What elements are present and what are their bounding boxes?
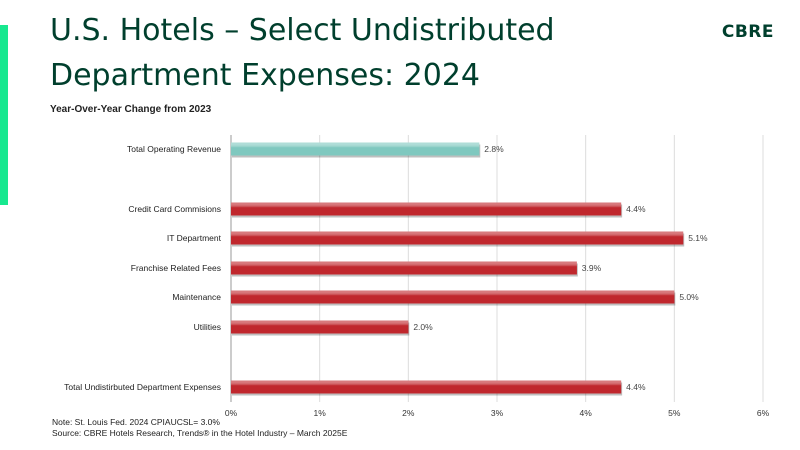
bar-highlight <box>231 231 684 245</box>
chart-subtitle: Year-Over-Year Change from 2023 <box>50 104 212 115</box>
data-label: 4.4% <box>626 204 646 214</box>
accent-bar <box>0 25 8 205</box>
category-label: Total Undistirbuted Department Expenses <box>64 382 221 392</box>
footnotes: Note: St. Louis Fed. 2024 CPIAUCSL= 3.0%… <box>52 417 347 439</box>
category-label: Total Operating Revenue <box>127 144 221 154</box>
note-text: Note: St. Louis Fed. 2024 CPIAUCSL= 3.0% <box>52 417 220 427</box>
x-tick-label: 6% <box>757 408 770 418</box>
data-label: 2.0% <box>413 322 433 332</box>
brand-logo: CBRE <box>721 22 774 42</box>
bar-highlight <box>231 202 622 216</box>
x-tick-label: 1% <box>314 408 327 418</box>
data-label: 4.4% <box>626 382 646 392</box>
category-label: Utilities <box>194 322 221 332</box>
data-label: 5.0% <box>679 292 699 302</box>
bar-highlight <box>231 142 480 156</box>
x-tick-label: 4% <box>580 408 593 418</box>
source-text: Source: CBRE Hotels Research, Trends® in… <box>52 428 348 438</box>
category-label: IT Department <box>167 233 222 243</box>
bar-highlight <box>231 290 675 304</box>
data-label: 5.1% <box>688 233 708 243</box>
bar-highlight <box>231 380 622 394</box>
x-tick-label: 3% <box>491 408 504 418</box>
category-label: Franchise Related Fees <box>131 263 221 273</box>
category-label: Credit Card Commisions <box>128 204 221 214</box>
category-label: Maintenance <box>172 292 221 302</box>
page-title: U.S. Hotels – Select Undistributed Depar… <box>50 13 555 93</box>
x-tick-label: 5% <box>668 408 681 418</box>
x-tick-label: 0% <box>225 408 238 418</box>
data-label: 2.8% <box>484 144 504 154</box>
bar-highlight <box>231 320 409 334</box>
x-tick-label: 2% <box>402 408 415 418</box>
bar-highlight <box>231 261 577 275</box>
data-label: 3.9% <box>582 263 602 273</box>
